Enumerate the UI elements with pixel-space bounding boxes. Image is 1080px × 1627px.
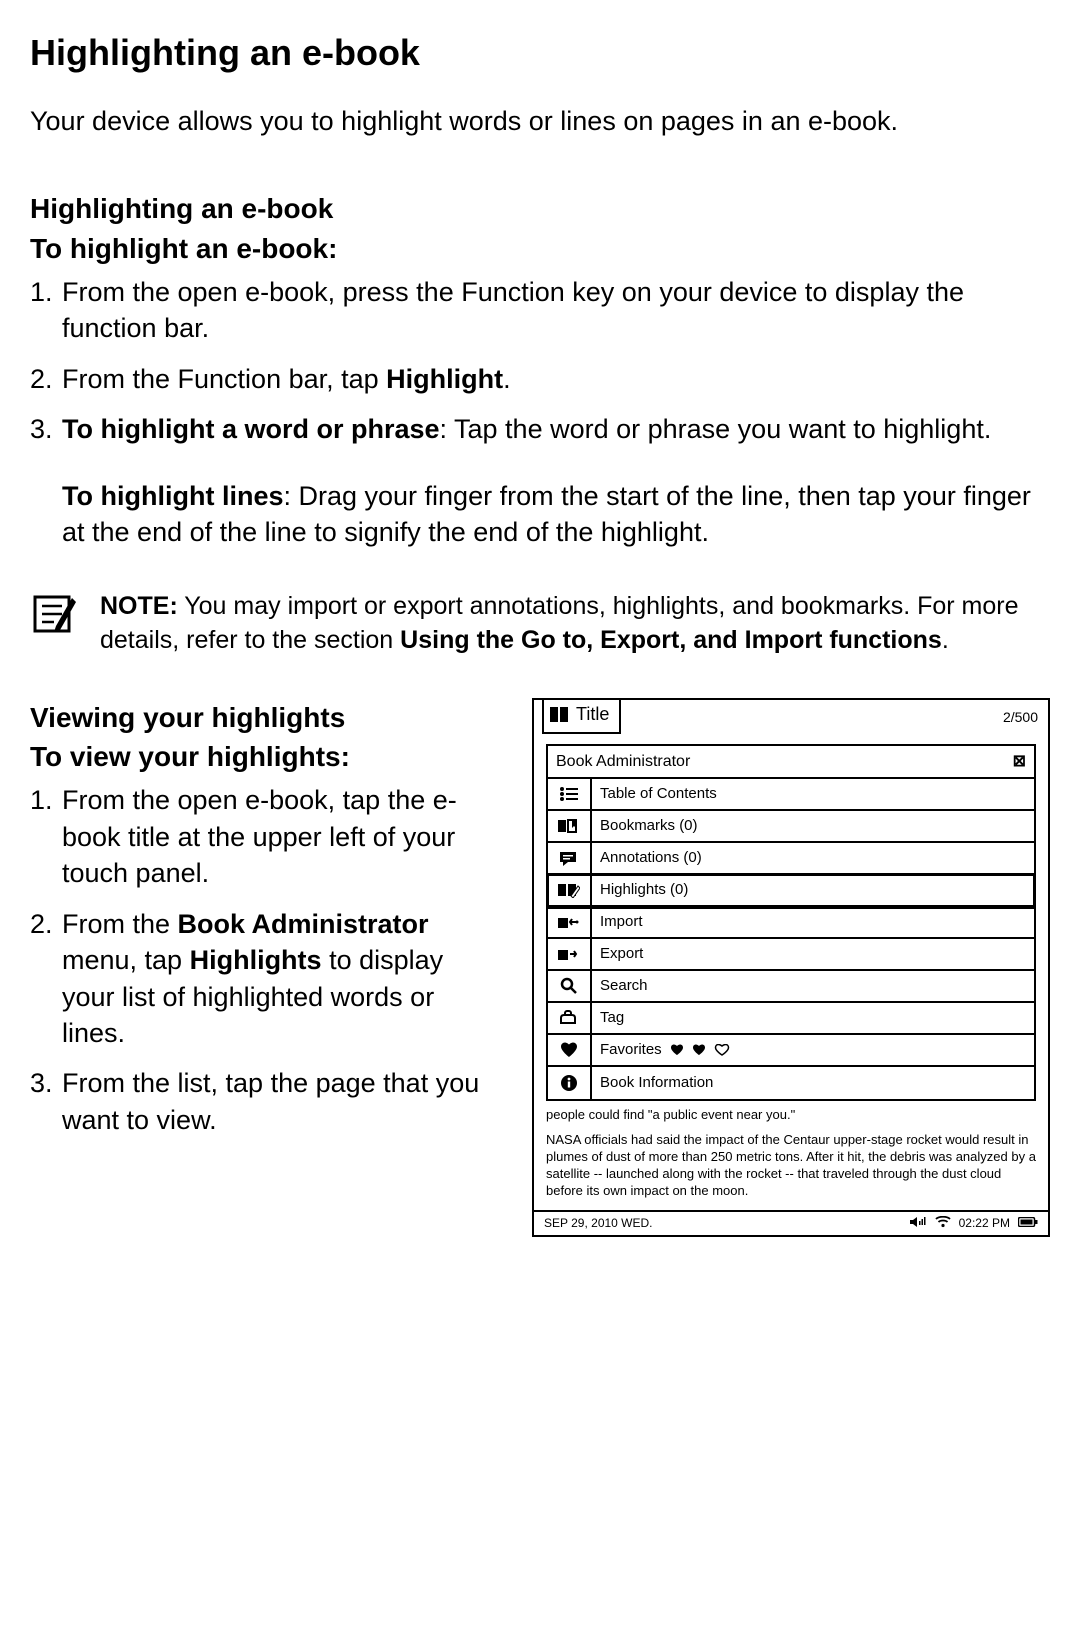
page-snippet: people could find "a public event near y… bbox=[534, 1105, 1048, 1209]
note-bold: Using the Go to, Export, and Import func… bbox=[400, 626, 942, 654]
menu-item-toc[interactable]: Table of Contents bbox=[548, 779, 1034, 811]
highlight-lines-paragraph: To highlight lines: Drag your finger fro… bbox=[62, 478, 1050, 551]
section2-heading: Viewing your highlights To view your hig… bbox=[30, 698, 502, 776]
note-label: NOTE: bbox=[100, 592, 178, 620]
note-text: NOTE: You may import or export annotatio… bbox=[100, 590, 1050, 658]
status-date: SEP 29, 2010 WED. bbox=[544, 1216, 653, 1230]
vs2-pre: From the bbox=[62, 909, 178, 939]
tag-label: Tag bbox=[592, 1009, 1034, 1027]
device-screenshot: Title 2/500 Book Administrator ⊠ Table o… bbox=[532, 698, 1050, 1237]
heart-small-2-icon bbox=[692, 1044, 706, 1056]
battery-icon bbox=[1018, 1216, 1038, 1230]
menu-item-export[interactable]: Export bbox=[548, 939, 1034, 971]
status-time: 02:22 PM bbox=[959, 1216, 1010, 1230]
step2-pre: From the Function bar, tap bbox=[62, 364, 386, 394]
lines-bold: To highlight lines bbox=[62, 481, 283, 511]
bookmark-icon bbox=[548, 811, 592, 841]
step3-bold: To highlight a word or phrase bbox=[62, 414, 440, 444]
vs2-mid: menu, tap bbox=[62, 945, 190, 975]
export-label: Export bbox=[592, 945, 1034, 963]
step-2: From the Function bar, tap Highlight. bbox=[60, 361, 1050, 397]
search-label: Search bbox=[592, 977, 1034, 995]
wifi-icon bbox=[935, 1216, 951, 1231]
snippet-body: NASA officials had said the impact of th… bbox=[546, 1132, 1036, 1200]
tag-icon bbox=[548, 1003, 592, 1033]
step-3: To highlight a word or phrase: Tap the w… bbox=[60, 411, 1050, 447]
menu-item-tag[interactable]: Tag bbox=[548, 1003, 1034, 1035]
menu-item-info[interactable]: Book Information bbox=[548, 1067, 1034, 1099]
note-post: . bbox=[942, 626, 949, 654]
book-icon bbox=[550, 706, 570, 724]
steps-list-2: From the open e-book, tap the e-book tit… bbox=[30, 782, 502, 1138]
list-icon bbox=[548, 779, 592, 809]
menu-item-bookmarks[interactable]: Bookmarks (0) bbox=[548, 811, 1034, 843]
title-tab[interactable]: Title bbox=[542, 698, 621, 734]
favorites-text: Favorites bbox=[600, 1041, 662, 1059]
section1-line2: To highlight an e-book: bbox=[30, 233, 337, 264]
title-text: Title bbox=[576, 704, 609, 726]
toc-label: Table of Contents bbox=[592, 785, 1034, 803]
import-icon bbox=[548, 907, 592, 937]
step2-post: . bbox=[503, 364, 511, 394]
import-label: Import bbox=[592, 913, 1034, 931]
bookmarks-label: Bookmarks (0) bbox=[592, 817, 1034, 835]
status-bar: SEP 29, 2010 WED. 02:22 PM bbox=[534, 1210, 1048, 1235]
info-icon bbox=[548, 1067, 592, 1099]
search-icon bbox=[548, 971, 592, 1001]
view-step-1: From the open e-book, tap the e-book tit… bbox=[60, 782, 502, 891]
menu-item-favorites[interactable]: Favorites bbox=[548, 1035, 1034, 1067]
annotation-icon bbox=[548, 843, 592, 873]
close-icon[interactable]: ⊠ bbox=[1013, 752, 1026, 771]
steps-list-1: From the open e-book, press the Function… bbox=[30, 274, 1050, 448]
vs2-b2: Highlights bbox=[190, 945, 322, 975]
menu-item-highlights[interactable]: Highlights (0) bbox=[548, 875, 1034, 907]
info-label: Book Information bbox=[592, 1074, 1034, 1092]
view-step-2: From the Book Administrator menu, tap Hi… bbox=[60, 906, 502, 1052]
page-count: 2/500 bbox=[1003, 709, 1038, 726]
step3-rest: : Tap the word or phrase you want to hig… bbox=[440, 414, 992, 444]
menu-item-search[interactable]: Search bbox=[548, 971, 1034, 1003]
snippet-lead: people could find "a public event near y… bbox=[546, 1107, 1036, 1124]
step-1: From the open e-book, press the Function… bbox=[60, 274, 1050, 347]
note-icon bbox=[30, 592, 76, 646]
view-step-3: From the list, tap the page that you wan… bbox=[60, 1065, 502, 1138]
note-block: NOTE: You may import or export annotatio… bbox=[30, 590, 1050, 658]
section2-line1: Viewing your highlights bbox=[30, 702, 345, 733]
menu-header: Book Administrator ⊠ bbox=[548, 746, 1034, 779]
vs2-b1: Book Administrator bbox=[178, 909, 429, 939]
page-title: Highlighting an e-book bbox=[30, 30, 1050, 75]
book-admin-menu: Book Administrator ⊠ Table of Contents B… bbox=[546, 744, 1036, 1101]
heart-icon bbox=[548, 1035, 592, 1065]
intro-text: Your device allows you to highlight word… bbox=[30, 103, 1050, 139]
section2-line2: To view your highlights: bbox=[30, 741, 350, 772]
heart-outline-icon bbox=[714, 1044, 730, 1056]
section1-line1: Highlighting an e-book bbox=[30, 193, 333, 224]
heart-small-1-icon bbox=[670, 1044, 684, 1056]
export-icon bbox=[548, 939, 592, 969]
menu-item-import[interactable]: Import bbox=[548, 907, 1034, 939]
section1-heading: Highlighting an e-book To highlight an e… bbox=[30, 189, 1050, 267]
menu-header-label: Book Administrator bbox=[556, 752, 690, 771]
annotations-label: Annotations (0) bbox=[592, 849, 1034, 867]
highlights-label: Highlights (0) bbox=[592, 881, 1034, 899]
favorites-label: Favorites bbox=[592, 1041, 1034, 1059]
device-titlebar: Title 2/500 bbox=[534, 700, 1048, 734]
highlight-icon bbox=[548, 875, 592, 905]
step2-bold: Highlight bbox=[386, 364, 503, 394]
volume-icon bbox=[909, 1216, 927, 1231]
menu-item-annotations[interactable]: Annotations (0) bbox=[548, 843, 1034, 875]
